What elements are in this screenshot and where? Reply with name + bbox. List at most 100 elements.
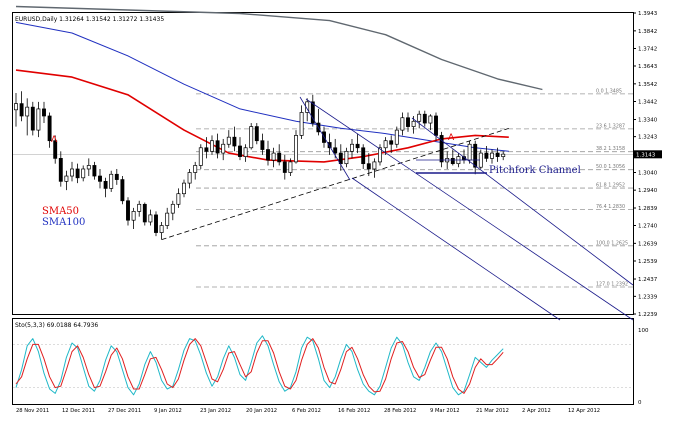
sma200-line — [15, 5, 543, 91]
candle-body-bear — [495, 152, 500, 157]
fibonacci-layer: 0.0 1.3485 23.6 1.3287 38.2 1.3158 50.0 1.3… — [196, 88, 633, 287]
candle-body-bull — [14, 103, 18, 111]
pitchfork-label: Pitchfork Channel — [489, 165, 581, 176]
candle-body-bull — [372, 161, 377, 170]
candle-body-bull — [249, 126, 254, 149]
candle-body-bull — [137, 203, 142, 212]
axis-layer: 1.3943 1.3842 1.3742 1.3643 1.3542 1.3442 1.33… — [16, 11, 662, 414]
x-tick-label: 21 Mar 2012 — [476, 408, 509, 414]
y-tick-label: 1.2539 — [638, 259, 658, 265]
x-tick-label: 27 Dec 2011 — [108, 408, 141, 414]
candle-body-bull — [400, 117, 405, 131]
candle-body-bear — [154, 214, 158, 233]
candle-body-bear — [75, 168, 80, 179]
x-tick-label: 16 Feb 2012 — [338, 408, 370, 414]
candle-body-bull — [299, 112, 304, 136]
fib-level-label: 0.0 1.3485 — [596, 88, 622, 94]
osc-tick-label: 0 — [638, 400, 642, 406]
candle-body-bear — [327, 142, 332, 149]
candle-body-bear — [114, 173, 119, 180]
candle-body-bear — [98, 175, 102, 182]
candle-body-bear — [53, 140, 58, 159]
candle-body-bear — [473, 143, 478, 168]
candle-body-bull — [417, 113, 422, 122]
candle-body-bull — [70, 168, 74, 177]
fib-level-label: 61.8 1.2952 — [596, 183, 625, 189]
stochastic-signal-line — [15, 338, 504, 394]
candle-body-bear — [422, 113, 427, 124]
osc-tick-label: 100 — [638, 328, 649, 334]
fib-level-label: 76.4 1.2830 — [596, 204, 625, 210]
price-pane-frame — [12, 12, 634, 315]
x-tick-label: 28 Feb 2012 — [384, 408, 416, 414]
x-tick-label: 20 Jan 2012 — [246, 408, 277, 414]
oscillator-header: Sto(5,3,3) 69.0188 64.7936 — [15, 322, 98, 329]
candle-body-bear — [282, 161, 287, 173]
candle-body-bear — [19, 103, 24, 117]
x-tick-label: 28 Nov 2011 — [16, 408, 49, 414]
candle-body-bull — [148, 214, 153, 223]
candle-body-bear — [333, 147, 338, 154]
candle-body-bull — [176, 193, 181, 205]
candle-body-bear — [389, 140, 394, 145]
y-tick-label: 1.2740 — [638, 224, 658, 230]
candle-body-bear — [30, 106, 35, 131]
candle-body-bull — [221, 143, 226, 154]
candle-body-bull — [81, 168, 86, 179]
x-tick-label: 9 Jan 2012 — [154, 408, 182, 414]
fib-level-label: 127.0 1.2392 — [596, 281, 628, 287]
candle-body-bull — [394, 129, 399, 145]
pitchfork-median-line — [411, 117, 634, 286]
candle-body-bull — [428, 115, 433, 124]
candle-body-bull — [467, 143, 472, 161]
candle-body-bear — [232, 136, 237, 147]
x-tick-label: 23 Jan 2012 — [200, 408, 231, 414]
stochastic-main-line — [15, 335, 504, 396]
y-tick-label: 1.3742 — [638, 47, 657, 53]
y-tick-label: 1.3442 — [638, 99, 657, 105]
y-tick-label: 1.3340 — [638, 118, 658, 124]
candle-body-bear — [266, 149, 270, 161]
candle-body-bull — [170, 203, 175, 214]
candle-body-bear — [215, 140, 220, 154]
sma100-label: SMA100 — [42, 217, 85, 228]
candle-body-bear — [254, 126, 259, 142]
candle-body-bull — [350, 143, 354, 152]
stochastic-layer — [15, 335, 504, 396]
candle-body-bear — [120, 179, 125, 202]
candle-body-bear — [434, 115, 438, 136]
candle-body-bull — [109, 173, 114, 189]
candle-body-bull — [131, 211, 136, 221]
candle-body-bear — [42, 108, 46, 117]
candle-body-bear — [355, 143, 360, 149]
y-tick-label: 1.2437 — [638, 277, 658, 283]
y-tick-label: 1.3943 — [638, 11, 658, 17]
x-tick-label: 12 Dec 2011 — [62, 408, 95, 414]
current-price-label: 1.3143 — [636, 152, 656, 158]
candle-body-bull — [36, 108, 41, 131]
y-tick-label: 1.3243 — [638, 135, 658, 141]
y-tick-label: 1.3040 — [638, 171, 658, 177]
y-tick-label: 1.3542 — [638, 82, 657, 88]
sma50-label: SMA50 — [42, 206, 79, 217]
candle-body-bear — [58, 158, 63, 182]
candle-body-bull — [490, 152, 494, 159]
y-tick-label: 1.2339 — [638, 294, 658, 300]
candle-body-bull — [187, 172, 192, 184]
pitchfork-upper-line — [305, 98, 634, 321]
fib-level-label: 23.6 1.3287 — [596, 123, 625, 129]
fractal-marker-right: Λ — [448, 133, 455, 143]
fractal-marker-left: Λ — [51, 135, 58, 145]
candle-body-bear — [103, 180, 108, 189]
pitchfork-lower-line — [351, 177, 561, 321]
candle-body-bull — [383, 140, 388, 149]
candle-body-bear — [142, 203, 147, 223]
candle-body-bull — [501, 153, 506, 157]
y-tick-label: 1.3643 — [638, 64, 658, 70]
candle-body-bull — [294, 135, 298, 163]
candle-body-bull — [243, 147, 248, 157]
x-tick-label: 2 Apr 2012 — [522, 408, 551, 414]
pitchfork-handle-line — [299, 96, 351, 181]
x-tick-label: 9 Mar 2012 — [430, 408, 460, 414]
